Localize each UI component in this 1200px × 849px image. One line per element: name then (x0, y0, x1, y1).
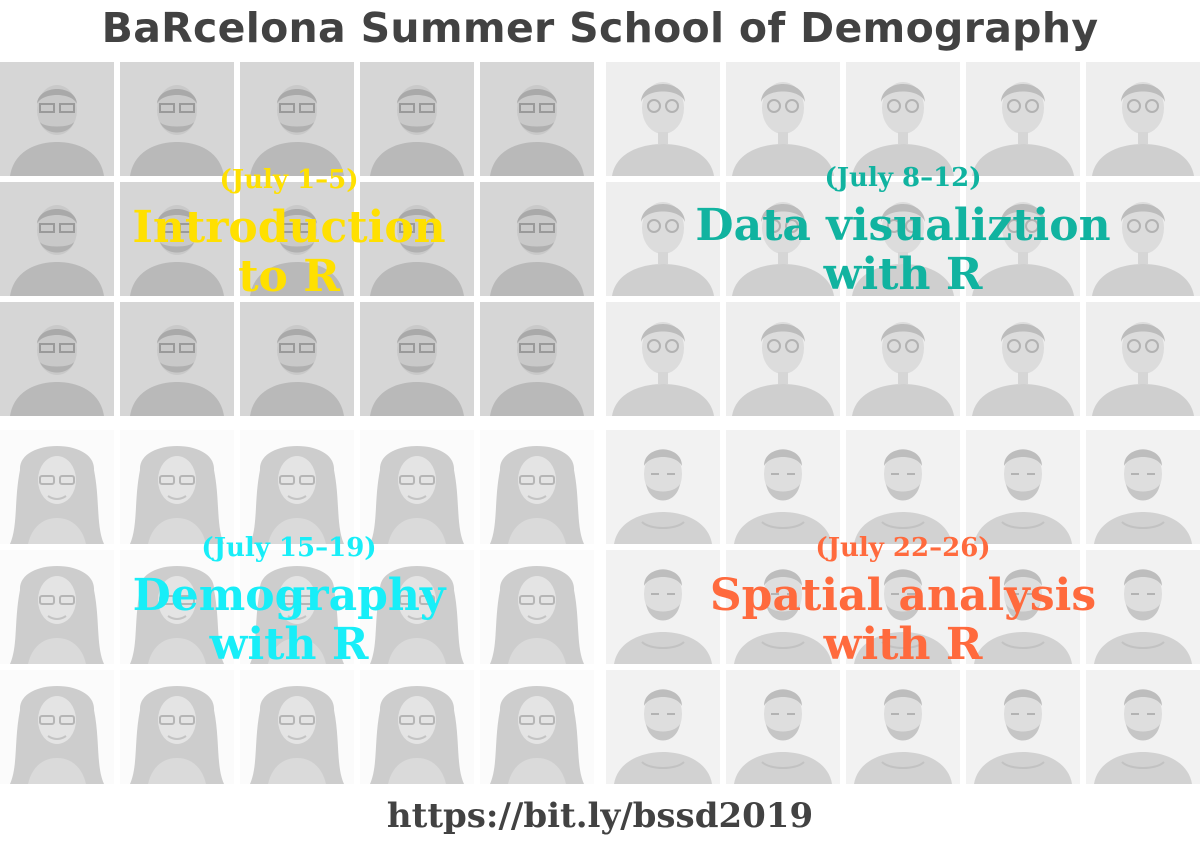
portrait-photo (966, 302, 1080, 416)
portrait-photo (846, 62, 960, 176)
course-dates: (July 22–26) (815, 533, 991, 563)
course-label: (July 22–26) Spatial analysis with R (606, 533, 1200, 670)
portrait-photo (966, 62, 1080, 176)
course-title-line: Spatial analysis (709, 570, 1097, 622)
course-title-line: with R (823, 619, 983, 671)
portrait-photo (240, 430, 354, 544)
portrait-photo (726, 550, 840, 664)
course-title: Spatial analysis with R (606, 571, 1200, 670)
course-dates: (July 8–12) (824, 163, 982, 193)
portrait-photo (606, 670, 720, 784)
portrait-photo (726, 670, 840, 784)
course-title-line: Introduction (132, 202, 446, 254)
portrait-photo (480, 62, 594, 176)
portrait-photo (240, 62, 354, 176)
portrait-photo (360, 430, 474, 544)
portrait-photo (120, 62, 234, 176)
portrait-photo (726, 302, 840, 416)
portrait-photo (966, 182, 1080, 296)
portrait-photo (1086, 670, 1200, 784)
portrait-photo (120, 302, 234, 416)
portrait-photo (240, 182, 354, 296)
portrait-photo (726, 430, 840, 544)
portrait-photo (1086, 302, 1200, 416)
course-title-line: with R (823, 249, 983, 301)
portrait-photo (0, 670, 114, 784)
portrait-photo (360, 62, 474, 176)
portrait-photo (726, 62, 840, 176)
course-label: (July 1–5) Introduction to R (0, 165, 586, 302)
portrait-photo (966, 430, 1080, 544)
portrait-grid (0, 430, 594, 784)
portrait-photo (120, 182, 234, 296)
course-title-line: Data visualiztion (695, 200, 1111, 252)
portrait-photo (480, 670, 594, 784)
portrait-photo (1086, 550, 1200, 664)
poster-title: BaRcelona Summer School of Demography (101, 4, 1099, 52)
portrait-photo (966, 550, 1080, 664)
portrait-photo (360, 670, 474, 784)
portrait-photo (120, 430, 234, 544)
course-title-line: Demography (132, 570, 446, 622)
course-title: Introduction to R (0, 203, 586, 302)
portrait-photo (606, 430, 720, 544)
portrait-photo (240, 302, 354, 416)
portrait-photo (120, 670, 234, 784)
portrait-photo (846, 302, 960, 416)
portrait-photo (1086, 62, 1200, 176)
portrait-photo (360, 182, 474, 296)
portrait-photo (846, 430, 960, 544)
portrait-photo (606, 182, 720, 296)
portrait-photo (606, 550, 720, 664)
portrait-photo (726, 182, 840, 296)
portrait-photo (846, 550, 960, 664)
portrait-grid (606, 430, 1200, 784)
portrait-photo (120, 550, 234, 664)
portrait-photo (360, 302, 474, 416)
portrait-photo (1086, 182, 1200, 296)
course-title: Demography with R (0, 571, 586, 670)
portrait-photo (480, 550, 594, 664)
portrait-photo (966, 670, 1080, 784)
portrait-photo (240, 670, 354, 784)
portrait-photo (846, 182, 960, 296)
course-title: Data visualiztion with R (606, 201, 1200, 300)
course-title-line: to R (238, 251, 340, 303)
portrait-photo (1086, 430, 1200, 544)
portrait-grid (606, 62, 1200, 416)
course-panel-intro: (July 1–5) Introduction to R (0, 62, 594, 416)
course-panel-spatial: (July 22–26) Spatial analysis with R (606, 430, 1200, 784)
portrait-photo (0, 430, 114, 544)
portrait-photo (0, 62, 114, 176)
portrait-grid (0, 62, 594, 416)
portrait-photo (846, 670, 960, 784)
footer-link[interactable]: https://bit.ly/bssd2019 (386, 796, 814, 836)
course-panel-dataviz: (July 8–12) Data visualiztion with R (606, 62, 1200, 416)
portrait-photo (360, 550, 474, 664)
portrait-photo (0, 182, 114, 296)
portrait-photo (240, 550, 354, 664)
portrait-photo (0, 302, 114, 416)
course-panel-demography: (July 15–19) Demography with R (0, 430, 594, 784)
course-title-line: with R (209, 619, 369, 671)
course-label: (July 15–19) Demography with R (0, 533, 586, 670)
course-dates: (July 1–5) (219, 165, 359, 195)
course-dates: (July 15–19) (201, 533, 377, 563)
portrait-photo (606, 62, 720, 176)
portrait-photo (0, 550, 114, 664)
portrait-photo (480, 182, 594, 296)
portrait-photo (480, 302, 594, 416)
course-label: (July 8–12) Data visualiztion with R (606, 163, 1200, 300)
portrait-photo (480, 430, 594, 544)
portrait-photo (606, 302, 720, 416)
